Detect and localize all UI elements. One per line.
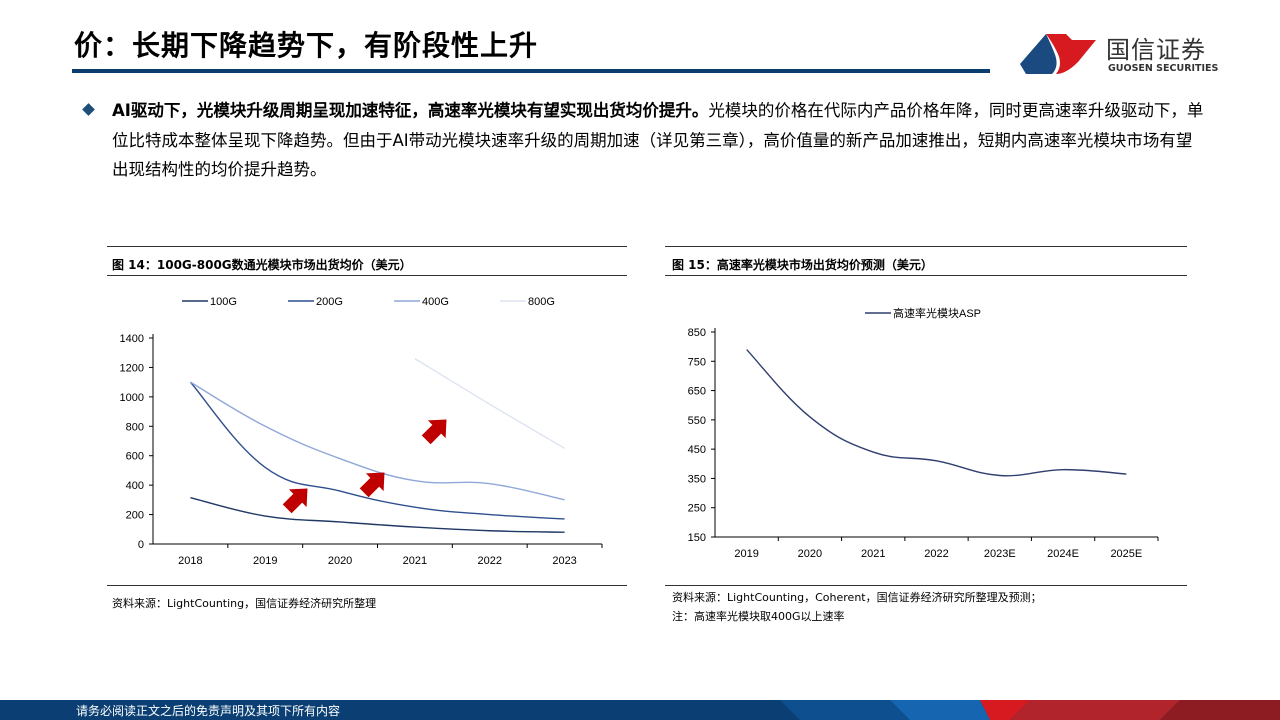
x-tick-label: 2022 [924, 548, 948, 560]
x-tick-label: 2020 [328, 555, 352, 567]
legend-label: 400G [422, 296, 449, 308]
red-up-arrow-icon [421, 419, 447, 445]
legend-label: 高速率光模块ASP [893, 306, 981, 320]
bullet-paragraph: AI驱动下，光模块升级周期呈现加速特征，高速率光模块有望实现出货均价提升。光模块… [82, 96, 1204, 185]
y-tick-label: 1400 [120, 333, 144, 345]
fig14-top-rule [107, 246, 627, 247]
y-tick-label: 800 [126, 421, 144, 433]
fig15-top-rule [665, 246, 1187, 247]
y-tick-label: 250 [688, 503, 706, 515]
series-line-100G [190, 496, 565, 533]
fig14-caption: 图 14：100G-800G数通光模块市场出货均价（美元） [112, 258, 412, 272]
footer-bar: 请务必阅读正文之后的免责声明及其项下所有内容 [0, 700, 1280, 720]
x-tick-label: 2020 [798, 548, 822, 560]
x-tick-label: 2023E [984, 548, 1016, 560]
bullet-text: 光模块的价格在代际内产品价格年降，同时更高速率升级驱动下，单位比特成本整体呈现下… [112, 101, 1204, 179]
series-line-200G [189, 381, 565, 520]
fig15-chart: 150 250 350 450 550 650 750 850 2019 2020 2021 2022… [688, 306, 1159, 560]
footer-disclaimer: 请务必阅读正文之后的免责声明及其项下所有内容 [76, 704, 341, 718]
fig15-source: 资料来源：LightCounting，Coherent，国信证券经济研究所整理及… [672, 591, 1042, 604]
y-tick-label: 1200 [120, 362, 144, 374]
y-tick-label: 750 [688, 356, 706, 368]
x-tick-label: 2024E [1047, 548, 1079, 560]
y-tick-label: 150 [688, 532, 706, 544]
x-tick-label: 2022 [478, 555, 502, 567]
logo-en: GUOSEN SECURITIES [1108, 63, 1219, 74]
fig15-caption: 图 15：高速率光模块市场出货均价预测（美元） [672, 258, 933, 272]
red-up-arrow-icon [359, 472, 385, 498]
title-divider [72, 69, 990, 73]
y-tick-label: 400 [126, 480, 144, 492]
fig14-source: 资料来源：LightCounting，国信证券经济研究所整理 [112, 597, 377, 610]
x-tick-label: 2021 [861, 548, 885, 560]
x-tick-label: 2019 [734, 548, 758, 560]
y-tick-label: 600 [126, 451, 144, 463]
fig15-caption-rule [665, 275, 1187, 276]
x-tick-label: 2021 [403, 555, 427, 567]
series-line-高速率光模块ASP [746, 349, 1127, 477]
legend-label: 200G [316, 296, 343, 308]
x-tick-label: 2019 [253, 555, 277, 567]
y-tick-label: 450 [688, 444, 706, 456]
fig14-chart: 0 200 400 600 800 1000 1200 1400 2018 2019 2020 202… [120, 296, 603, 567]
logo-cn: 国信证券 [1106, 36, 1206, 64]
series-line-800G [414, 358, 565, 449]
series-line-400G [190, 381, 565, 501]
page-title: 价：长期下降趋势下，有阶段性上升 [74, 29, 539, 62]
y-tick-label: 200 [126, 510, 144, 522]
fig15-bottom-rule [665, 585, 1187, 586]
y-tick-label: 0 [138, 539, 144, 551]
bullet-bold: AI驱动下，光模块升级周期呈现加速特征，高速率光模块有望实现出货均价提升。 [112, 101, 709, 120]
y-tick-label: 650 [688, 386, 706, 398]
fig14-caption-rule [107, 275, 627, 276]
y-tick-label: 350 [688, 473, 706, 485]
y-tick-label: 850 [688, 327, 706, 339]
y-tick-label: 1000 [120, 392, 144, 404]
footer-stripes-icon [780, 700, 1280, 720]
fig14-bottom-rule [107, 585, 627, 586]
x-tick-label: 2023 [552, 555, 576, 567]
red-up-arrow-icon [282, 488, 308, 514]
guosen-logo-icon [1020, 34, 1096, 74]
legend-label: 100G [210, 296, 237, 308]
x-tick-label: 2025E [1110, 548, 1142, 560]
y-tick-label: 550 [688, 415, 706, 427]
fig15-note: 注：高速率光模块取400G以上速率 [672, 610, 845, 623]
x-tick-label: 2018 [178, 555, 202, 567]
legend-label: 800G [528, 296, 555, 308]
